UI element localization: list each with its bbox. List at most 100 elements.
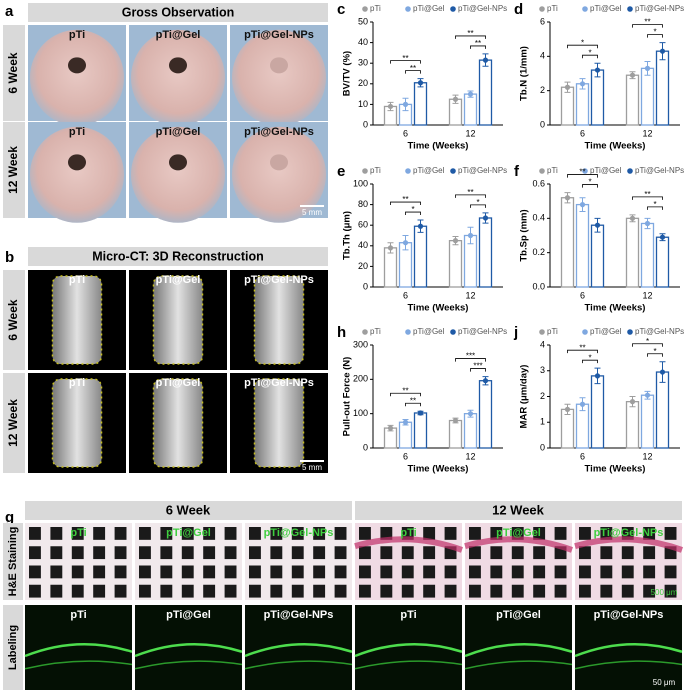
significance-bracket [567,174,598,178]
legend-label: pTi@Gel [413,327,445,336]
y-tick-label: 0 [540,442,545,452]
strut [29,527,41,540]
column-label: pTi@Gel [156,274,201,286]
legend-label: pTi@Gel [590,327,622,336]
panel-label: b [5,249,14,266]
significance-label: * [653,347,656,356]
legend-label: pTi@Gel-NPs [458,327,507,336]
legend-marker [405,329,411,335]
y-axis-label: Tb.Th (μm) [342,211,353,260]
bar [655,236,670,288]
bar [590,224,605,288]
bar [590,375,605,449]
group-label: 12 Week [492,502,545,517]
value-dot [629,72,636,78]
column-label: pTi@Gel [496,609,541,621]
bar [463,413,478,449]
value-dot [452,96,459,102]
y-tick-label: 0 [363,281,368,291]
strut [249,584,261,598]
significance-bracket [390,392,421,397]
y-tick-label: 10 [358,99,368,109]
strut [93,527,106,540]
bar [560,86,575,126]
label-line [574,642,683,658]
bar [655,50,670,126]
bar [625,74,640,126]
bar [625,217,640,288]
panel-label: j [513,324,518,341]
significance-bracket [455,194,486,198]
legend-marker [405,6,411,12]
x-tick-label: 6 [580,290,585,300]
strut [554,584,567,598]
strut [621,527,634,540]
scaffold [152,275,204,365]
strut [444,565,457,579]
bar [590,69,605,126]
strut [50,546,63,560]
column-label: pTi@Gel-NPs [244,377,314,389]
strut [469,584,481,598]
strut [554,527,567,540]
legend-marker [362,6,368,12]
panel-label: g [5,509,14,526]
strut [313,546,326,560]
panel-label: c [337,1,345,18]
legend-label: pTi@Gel-NPs [458,166,507,175]
label-line [24,660,133,670]
strut [444,527,457,540]
significance-label: ** [644,18,650,27]
strut [490,565,503,579]
x-tick-label: 12 [642,451,652,461]
bar [560,408,575,449]
significance-label: * [653,28,656,37]
legend-label: pTi@Gel [413,166,445,175]
value-dot [579,202,586,208]
title-bar [28,247,328,266]
row-header [3,270,25,370]
significance-bracket [632,196,663,200]
scaffold [51,378,103,468]
legend-label: pTi [370,327,381,336]
x-tick-label: 6 [403,451,408,461]
label-line [134,660,243,670]
significance-label: ** [579,168,585,177]
panel-label: h [337,324,346,341]
strut [114,527,127,540]
strut [291,546,304,560]
bar [383,247,398,288]
strut [380,584,393,598]
implant-site [169,57,187,74]
strut [664,584,677,598]
row-header [3,122,25,218]
y-axis-label: Pull-out Force (N) [342,357,353,437]
legend-marker [362,168,368,174]
column-label: pTi [69,29,85,41]
significance-label: * [653,200,656,209]
strut [664,565,677,579]
value-dot [644,392,651,398]
y-tick-label: 0.2 [532,247,545,257]
strut [291,565,304,579]
strut [50,565,63,579]
strut [664,546,677,560]
significance-label: ** [402,54,408,63]
strut [114,546,127,560]
strut [423,546,436,560]
value-dot [564,84,571,90]
legend-label: pTi [370,166,381,175]
legend-label: pTi [547,327,558,336]
value-dot [482,57,489,63]
x-tick-label: 6 [580,451,585,461]
label-line [134,642,243,658]
bar [478,59,493,126]
strut [423,584,436,598]
x-tick-label: 12 [465,451,475,461]
bar [640,67,655,126]
strut [621,546,634,560]
significance-label: * [411,205,414,214]
strut [139,546,151,560]
value-dot [644,65,651,71]
